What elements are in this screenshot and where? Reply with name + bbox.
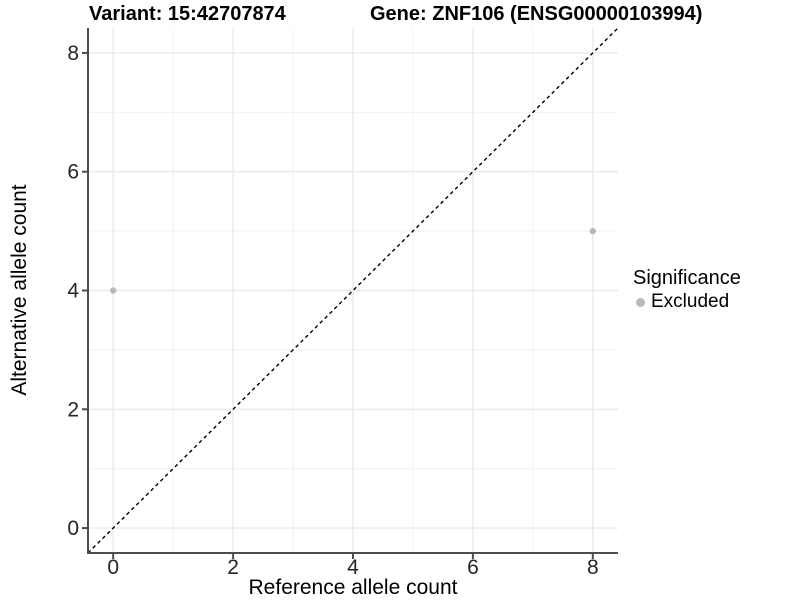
legend-title: Significance [633,267,741,289]
gene-title: Gene: ZNF106 (ENSG00000103994) [370,3,703,25]
data-point [109,287,117,294]
legend-item-label: Excluded [651,291,730,312]
legend-items: Excluded [633,291,741,313]
x-tick-label: 8 [587,556,599,579]
x-tick-label: 0 [107,556,119,579]
legend-item: Excluded [633,291,741,313]
x-axis-title: Reference allele count [248,576,458,599]
variant-title: Variant: 15:42707874 [89,3,286,25]
data-point [589,227,597,235]
legend: Significance Excluded [633,266,741,313]
y-tick-label: 4 [67,280,79,303]
legend-key-dot-icon [636,297,645,307]
y-axis-title: Alternative allele count [8,184,31,396]
y-tick-label: 8 [67,42,79,65]
x-tick-label: 6 [467,556,479,579]
x-tick-label: 2 [227,556,239,579]
x-tick-label: 4 [347,556,359,579]
identity-line [87,27,619,554]
y-tick-label: 0 [67,517,79,540]
y-tick-label: 2 [67,398,79,421]
y-tick-label: 6 [67,161,79,184]
